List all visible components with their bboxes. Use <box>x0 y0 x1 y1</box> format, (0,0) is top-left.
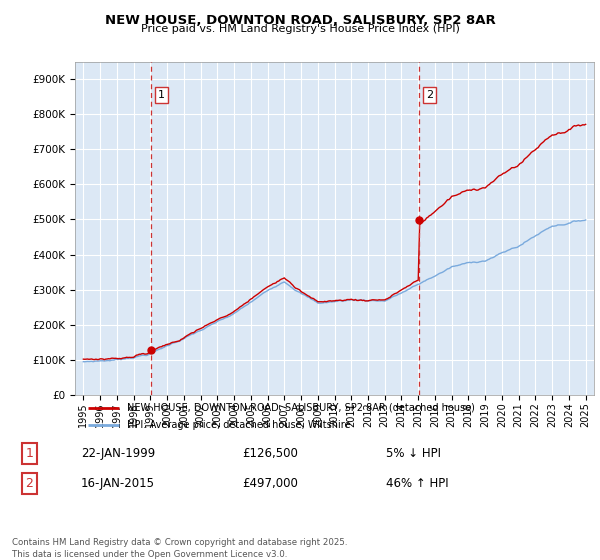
Text: 16-JAN-2015: 16-JAN-2015 <box>81 477 155 490</box>
Text: 22-JAN-1999: 22-JAN-1999 <box>81 447 155 460</box>
Text: 1: 1 <box>25 447 33 460</box>
Text: 46% ↑ HPI: 46% ↑ HPI <box>386 477 449 490</box>
Text: NEW HOUSE, DOWNTON ROAD, SALISBURY, SP2 8AR (detached house): NEW HOUSE, DOWNTON ROAD, SALISBURY, SP2 … <box>127 403 475 413</box>
Text: 5% ↓ HPI: 5% ↓ HPI <box>386 447 442 460</box>
Text: £497,000: £497,000 <box>242 477 298 490</box>
Text: 2: 2 <box>426 90 433 100</box>
Text: 2: 2 <box>25 477 33 490</box>
Text: Price paid vs. HM Land Registry's House Price Index (HPI): Price paid vs. HM Land Registry's House … <box>140 24 460 34</box>
Text: 1: 1 <box>158 90 165 100</box>
Text: HPI: Average price, detached house, Wiltshire: HPI: Average price, detached house, Wilt… <box>127 420 350 430</box>
Text: NEW HOUSE, DOWNTON ROAD, SALISBURY, SP2 8AR: NEW HOUSE, DOWNTON ROAD, SALISBURY, SP2 … <box>104 14 496 27</box>
Text: £126,500: £126,500 <box>242 447 298 460</box>
Text: Contains HM Land Registry data © Crown copyright and database right 2025.
This d: Contains HM Land Registry data © Crown c… <box>12 538 347 559</box>
